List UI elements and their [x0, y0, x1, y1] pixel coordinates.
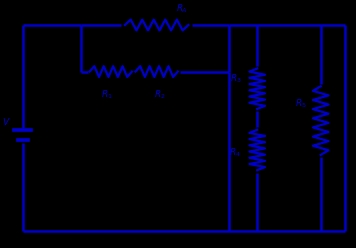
Text: $R_1$: $R_1$	[101, 89, 113, 101]
Text: $R_2$: $R_2$	[155, 89, 166, 101]
Text: $R_4$: $R_4$	[229, 146, 241, 159]
Text: $R_3$: $R_3$	[230, 73, 241, 85]
Text: $V$: $V$	[1, 116, 10, 127]
Text: $R_5$: $R_5$	[295, 97, 307, 110]
Text: $R_{\!A}$: $R_{\!A}$	[176, 3, 187, 15]
